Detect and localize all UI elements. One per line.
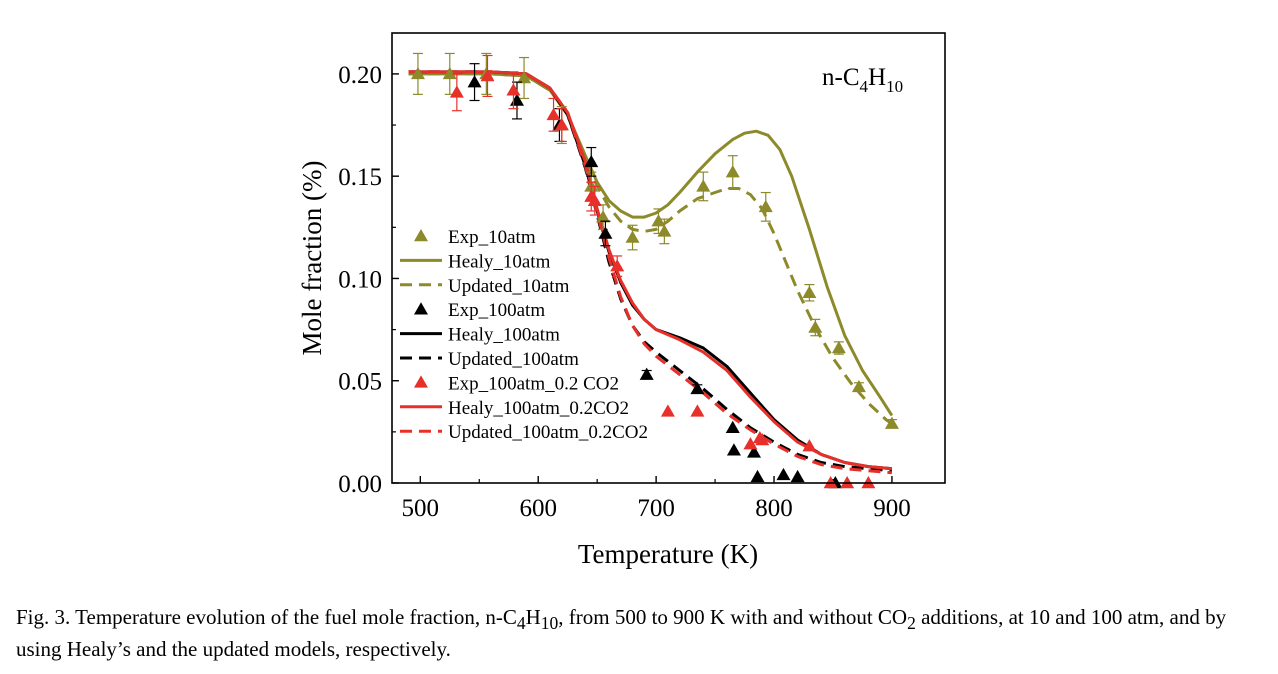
data-point-exp-100atm <box>467 75 482 88</box>
data-point-exp-100atm-0-2-co2 <box>546 107 561 121</box>
data-point-exp-10atm <box>410 66 425 80</box>
y-tick-label: 0.05 <box>338 369 382 396</box>
data-point-exp-10atm <box>517 71 532 84</box>
x-tick-label: 700 <box>637 495 675 522</box>
data-point-exp-100atm-0-2-co2 <box>690 404 705 417</box>
legend-label: Updated_10atm <box>448 276 570 297</box>
data-point-exp-100atm-0-2-co2 <box>610 259 625 272</box>
x-tick-label: 900 <box>873 495 911 522</box>
data-point-exp-10atm <box>802 285 817 299</box>
caption-lead: Fig. 3. Temperature evolution of the fue… <box>16 605 517 629</box>
annotation-sub1: 4 <box>860 77 869 96</box>
chart: 500 600 700 800 900 0.00 0.05 0.10 0.15 0.20 Exp_… <box>297 32 946 569</box>
legend-label: Updated_100atm_0.2CO2 <box>448 422 648 443</box>
plot-frame <box>391 32 946 484</box>
data-point-exp-10atm <box>808 320 823 333</box>
annotation-mid: H <box>868 64 886 91</box>
data-point-exp-100atm <box>726 443 741 456</box>
data-point-exp-100atm <box>584 154 599 168</box>
x-axis-label: Temperature (K) <box>578 539 758 569</box>
data-point-exp-10atm <box>651 214 666 227</box>
legend-label: Healy_10atm <box>448 251 551 272</box>
data-point-exp-10atm <box>851 379 866 393</box>
caption-mid1: H <box>525 605 541 629</box>
data-point-exp-10atm <box>625 230 640 243</box>
data-point-exp-100atm <box>746 445 761 458</box>
data-point-exp-100atm-0-2-co2 <box>660 404 675 417</box>
legend-marker <box>414 302 428 315</box>
data-point-exp-100atm <box>598 226 613 239</box>
data-point-exp-100atm <box>776 467 791 481</box>
series-line-updated-10atm <box>408 72 893 425</box>
legend-label: Exp_100atm_0.2 CO2 <box>448 373 619 394</box>
y-tick-label: 0.20 <box>338 62 382 89</box>
data-point-exp-100atm-0-2-co2 <box>861 476 876 489</box>
data-point-exp-100atm-0-2-co2 <box>755 433 770 446</box>
legend-marker <box>414 375 428 388</box>
axis-ticks: 500 600 700 800 900 0.00 0.05 0.10 0.15 0.20 <box>338 62 910 522</box>
data-point-exp-10atm <box>884 416 899 429</box>
data-point-exp-100atm <box>750 469 765 483</box>
data-point-exp-100atm <box>725 420 740 434</box>
legend-marker <box>414 229 428 242</box>
data-point-exp-100atm-0-2-co2 <box>743 437 758 450</box>
data-point-exp-10atm <box>657 224 672 237</box>
caption-sub2: 10 <box>540 613 559 634</box>
data-point-exp-100atm <box>639 367 654 380</box>
data-point-exp-100atm <box>690 381 705 395</box>
data-point-exp-10atm <box>442 66 457 80</box>
legend-label: Healy_100atm <box>448 325 560 346</box>
data-point-exp-100atm-0-2-co2 <box>554 118 569 131</box>
y-axis-label: Mole fraction (%) <box>297 161 327 356</box>
data-point-exp-100atm <box>790 469 805 483</box>
caption-sub3: 2 <box>907 613 916 634</box>
caption-sub1: 4 <box>516 613 526 634</box>
y-tick-label: 0.00 <box>338 471 382 498</box>
annotation-prefix: n-C <box>822 64 860 91</box>
annotation-sub2: 10 <box>886 77 903 96</box>
series-line-updated-100atm-0-2co2 <box>408 70 893 475</box>
chart-svg: 500 600 700 800 900 0.00 0.05 0.10 0.15 0.20 Exp_… <box>297 32 946 569</box>
legend-label: Exp_10atm <box>448 227 536 248</box>
data-point-exp-10atm <box>758 199 773 213</box>
legend: Exp_10atm Healy_10atm Updated_10atm Exp_100… <box>400 227 648 443</box>
data-point-exp-100atm-0-2-co2 <box>480 68 495 82</box>
data-point-exp-10atm <box>831 341 846 354</box>
x-tick-label: 500 <box>402 495 440 522</box>
species-annotation: n-C4H10 <box>822 64 903 96</box>
legend-label: Healy_100atm_0.2CO2 <box>448 398 629 419</box>
data-point-exp-100atm-0-2-co2 <box>823 476 838 489</box>
caption-tail: additions, at 10 and 100 atm, and by usi… <box>16 605 1227 662</box>
data-point-exp-10atm <box>725 165 740 178</box>
data-point-exp-10atm <box>696 179 711 192</box>
y-tick-label: 0.15 <box>338 164 382 191</box>
data-point-exp-100atm-0-2-co2 <box>449 85 464 98</box>
legend-label: Updated_100atm <box>448 349 579 370</box>
data-point-exp-100atm-0-2-co2 <box>840 476 855 489</box>
x-tick-label: 600 <box>519 495 557 522</box>
caption-mid2: , from 500 to 900 K with and without CO <box>558 605 908 629</box>
data-point-exp-100atm-0-2-co2 <box>587 193 602 206</box>
legend-label: Exp_100atm <box>448 300 545 321</box>
data-point-exp-10atm <box>596 210 611 223</box>
plot-area <box>408 52 899 489</box>
figure-caption: Fig. 3. Temperature evolution of the fue… <box>16 604 1266 662</box>
data-point-exp-100atm-0-2-co2 <box>802 439 817 452</box>
x-tick-label: 800 <box>755 495 793 522</box>
data-point-exp-100atm-0-2-co2 <box>506 83 521 96</box>
y-tick-label: 0.10 <box>338 266 382 293</box>
